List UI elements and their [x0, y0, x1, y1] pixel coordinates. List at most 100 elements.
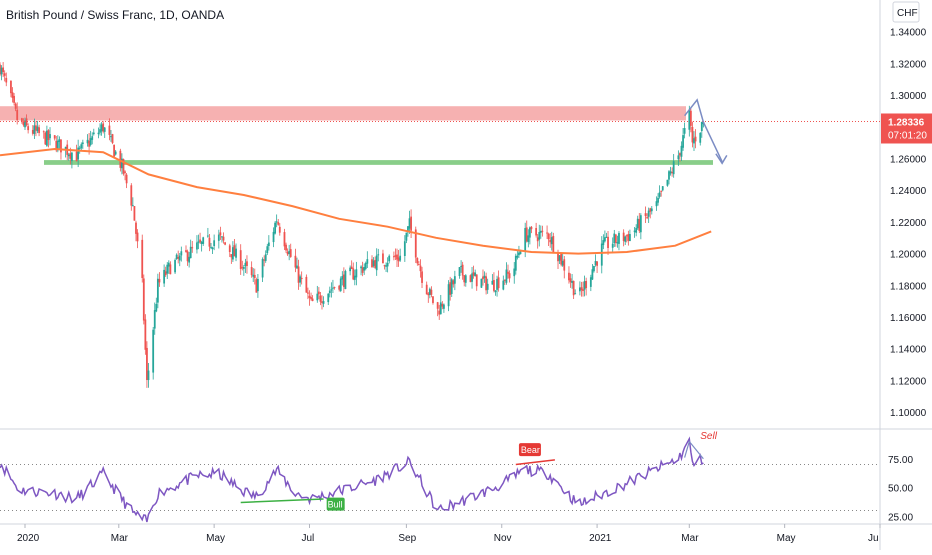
candle	[263, 259, 266, 261]
candle	[458, 267, 461, 277]
candle	[185, 250, 187, 252]
candle	[163, 269, 166, 284]
candle	[242, 266, 245, 269]
candle	[230, 254, 233, 258]
candle	[211, 247, 214, 250]
candle	[64, 146, 67, 151]
candle	[20, 118, 23, 122]
candle	[278, 226, 281, 233]
candle	[482, 276, 484, 280]
candle	[655, 201, 658, 207]
candle	[419, 265, 422, 272]
candle	[633, 230, 636, 233]
candle	[611, 243, 614, 248]
candle	[578, 287, 581, 292]
candle	[299, 276, 302, 283]
candle	[156, 278, 159, 303]
candle	[563, 259, 566, 271]
candle	[71, 152, 73, 162]
candle	[360, 266, 362, 269]
candle	[397, 257, 400, 262]
candle	[239, 250, 242, 269]
candle	[438, 310, 441, 315]
candle	[294, 255, 297, 268]
candle	[56, 140, 59, 151]
candle	[308, 295, 311, 298]
candle	[316, 293, 319, 301]
candle	[252, 274, 255, 277]
candle	[699, 133, 702, 143]
candle	[124, 171, 126, 173]
candle	[671, 171, 674, 173]
candle	[627, 234, 630, 241]
candle	[524, 227, 527, 251]
candle	[539, 230, 542, 233]
candle	[352, 268, 355, 280]
candle	[647, 210, 650, 217]
candle	[574, 293, 577, 295]
candle	[513, 268, 516, 277]
candle	[625, 235, 628, 237]
price-tick-label: 1.24000	[890, 186, 927, 197]
price-tick-label: 1.30000	[890, 91, 927, 102]
candle	[97, 132, 100, 135]
candle	[235, 248, 237, 258]
candle	[186, 251, 189, 262]
candle	[200, 241, 203, 244]
candle	[364, 262, 367, 269]
candle	[453, 276, 456, 284]
candle	[425, 284, 428, 295]
candle	[525, 227, 528, 242]
candle	[353, 275, 356, 280]
time-tick-label: Ju	[868, 533, 879, 544]
candle	[436, 302, 439, 309]
candle	[449, 282, 452, 295]
candle	[382, 253, 384, 264]
candle	[253, 274, 256, 278]
candle	[88, 140, 90, 147]
bear-divergence-line	[515, 459, 555, 466]
candle	[461, 264, 464, 276]
candle	[328, 290, 331, 294]
candle	[363, 267, 366, 271]
price-tick-label: 1.34000	[890, 28, 927, 39]
time-tick-label: Jul	[301, 533, 314, 544]
candle	[516, 255, 519, 258]
candle	[342, 274, 345, 287]
current-price-tag	[881, 113, 932, 144]
candle	[639, 215, 642, 233]
candle	[45, 130, 48, 146]
projection-arrow	[684, 98, 723, 163]
candle	[86, 139, 89, 144]
candle	[125, 174, 128, 184]
candle	[338, 285, 341, 290]
candle	[296, 265, 298, 269]
candle	[300, 277, 303, 280]
candle	[208, 237, 211, 247]
candle	[49, 134, 51, 139]
bear-label: Bear	[521, 445, 540, 455]
candle	[552, 236, 555, 253]
candle	[452, 280, 455, 285]
candle	[414, 229, 417, 258]
time-tick-label: Sep	[398, 533, 416, 544]
candle	[24, 120, 26, 128]
support-zone	[44, 160, 713, 165]
currency-label: CHF	[897, 8, 918, 19]
candle	[164, 271, 167, 276]
candle	[241, 267, 244, 269]
candle	[658, 192, 661, 197]
candle	[191, 247, 194, 249]
candle	[371, 259, 373, 268]
candle	[535, 228, 538, 236]
candle	[55, 140, 58, 151]
candle	[67, 154, 70, 157]
candle	[180, 251, 183, 256]
candle	[133, 206, 136, 221]
candle	[311, 298, 314, 302]
candle	[189, 246, 192, 259]
candle	[471, 273, 473, 282]
candle	[219, 232, 222, 236]
